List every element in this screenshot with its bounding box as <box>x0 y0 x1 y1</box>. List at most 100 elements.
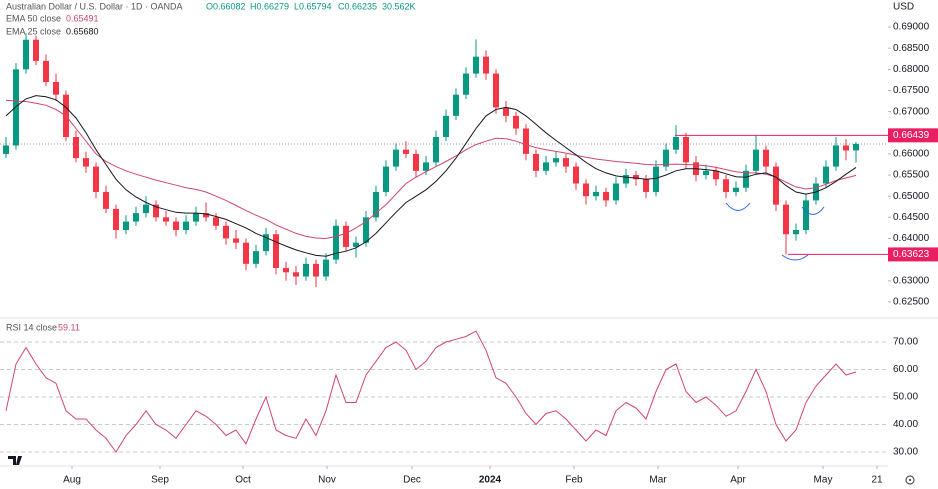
candle-body <box>653 166 659 192</box>
legend-ema50-value: 0.65491 <box>66 13 99 23</box>
x-tick-label: Oct <box>235 475 251 486</box>
annotation-arc <box>801 206 825 215</box>
y-tick-label: 50.00 <box>893 392 918 403</box>
y-tick-label: 0.65000 <box>893 191 930 202</box>
y-tick-label: 30.00 <box>893 447 918 458</box>
candle-body <box>43 60 49 83</box>
candle-body <box>113 208 119 231</box>
ohlc-low: L0.65794 <box>294 1 332 11</box>
candle-body <box>543 162 549 171</box>
candle-body <box>503 107 509 116</box>
x-tick-label: Nov <box>318 475 336 486</box>
candle-body <box>233 238 239 243</box>
price-tag <box>888 128 938 143</box>
candle-body <box>193 213 199 222</box>
x-tick-label: May <box>814 475 833 486</box>
x-tick-label: Feb <box>565 475 583 486</box>
candle-body <box>403 149 409 154</box>
candle-body <box>143 204 149 214</box>
candle-body <box>413 153 419 171</box>
candle-body <box>823 166 829 184</box>
candle-body <box>663 149 669 167</box>
candle-body <box>603 191 609 201</box>
ohlc-close: C0.66235 <box>338 1 377 11</box>
y-tick-label: 0.68000 <box>893 64 930 75</box>
candle-body <box>563 158 569 167</box>
legend-ema50: EMA 50 close <box>6 13 61 23</box>
candle-body <box>533 153 539 171</box>
candle-body <box>783 204 789 235</box>
ema-line <box>5 95 857 257</box>
logo <box>8 456 22 465</box>
annotation-arc <box>781 254 809 261</box>
price-tag-label: 0.66439 <box>893 130 930 141</box>
rsi-line <box>5 330 857 453</box>
candle-body <box>363 217 369 243</box>
ohlc-high: H0.66279 <box>250 1 289 11</box>
candle-body <box>333 225 339 260</box>
price-tag-label: 0.63623 <box>893 249 930 260</box>
candle-body <box>673 136 679 150</box>
candle-body <box>103 191 109 209</box>
y-tick-label: 0.64000 <box>893 233 930 244</box>
candle-body <box>303 263 309 277</box>
candle-body <box>253 251 259 264</box>
legend-ema25: EMA 25 close <box>6 26 61 36</box>
candle-body <box>633 175 639 180</box>
candle-body <box>703 170 709 176</box>
y-tick-label: 70.00 <box>893 337 918 348</box>
candle-body <box>53 82 59 95</box>
x-tick-label: Aug <box>63 475 81 486</box>
candle-body <box>473 56 479 74</box>
candle-body <box>243 242 249 264</box>
y-tick-label: 0.68500 <box>893 43 930 54</box>
candle-body <box>263 234 269 252</box>
candle-body <box>173 221 179 231</box>
candle-body <box>613 183 619 201</box>
candle-body <box>83 158 89 167</box>
candle-body <box>733 187 739 192</box>
y-tick-label: 0.66000 <box>893 149 930 160</box>
y-tick-label: 40.00 <box>893 419 918 430</box>
annotation-arc <box>725 202 751 211</box>
candle-body <box>793 230 799 235</box>
y-tick-label: 0.64500 <box>893 212 930 223</box>
candle-body <box>13 69 19 146</box>
candle-body <box>773 166 779 205</box>
candle-body <box>23 39 29 70</box>
candle-body <box>513 115 519 129</box>
candle-body <box>573 166 579 184</box>
candle-body <box>223 225 229 239</box>
candle-body <box>713 170 719 180</box>
candle-body <box>313 263 319 277</box>
candle-body <box>33 39 39 61</box>
candle-body <box>203 213 209 218</box>
y-tick-label: 0.67500 <box>893 85 930 96</box>
candle-body <box>743 170 749 188</box>
candle-body <box>523 128 529 154</box>
candle-body <box>183 221 189 231</box>
candle-body <box>393 149 399 167</box>
candle-body <box>3 145 9 154</box>
candle-body <box>123 221 129 231</box>
candle-body <box>443 115 449 137</box>
candle-body <box>843 145 849 151</box>
settings-icon[interactable] <box>905 475 915 485</box>
y-tick-label: 0.65500 <box>893 170 930 181</box>
y-tick-label: 60.00 <box>893 364 918 375</box>
candle-body <box>163 217 169 222</box>
candle-body <box>753 149 759 171</box>
candle-body <box>383 166 389 192</box>
candle-body <box>463 73 469 95</box>
y-tick-label: 0.69000 <box>893 22 930 33</box>
candle-body <box>763 149 769 167</box>
candle-body <box>453 94 459 116</box>
candle-body <box>273 234 279 269</box>
candle-body <box>643 179 649 192</box>
rsi-value: 59.11 <box>58 322 80 332</box>
candle-body <box>73 136 79 159</box>
candle-body <box>553 158 559 163</box>
candle-body <box>213 217 219 226</box>
